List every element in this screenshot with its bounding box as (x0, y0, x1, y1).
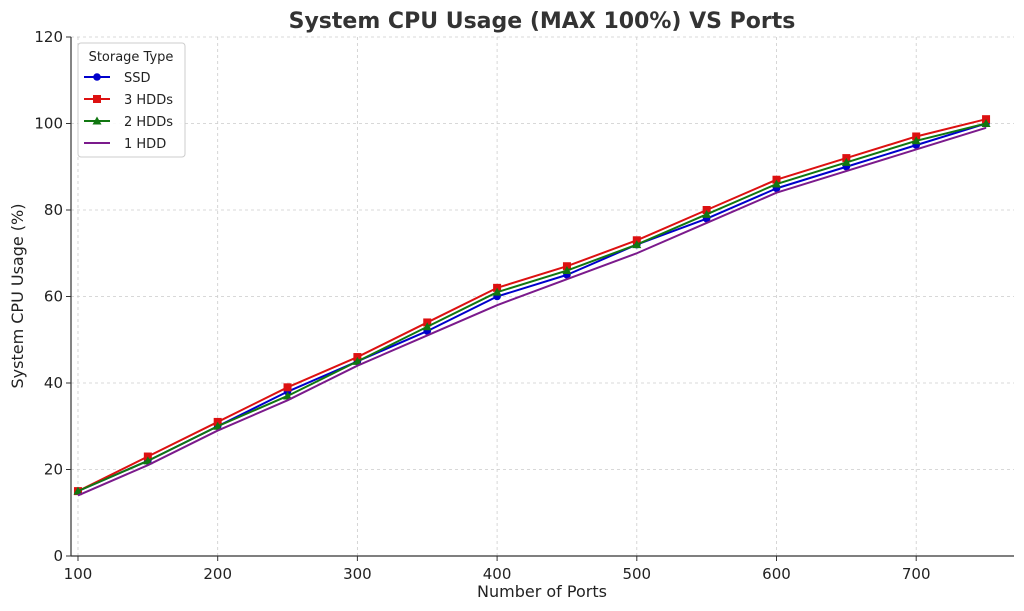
chart-title: System CPU Usage (MAX 100%) VS Ports (289, 9, 796, 34)
axes (70, 37, 1014, 557)
series (73, 115, 991, 497)
data-point (213, 421, 223, 430)
x-ticks: 100 200 300 400 500 600 700 (64, 556, 931, 583)
data-point (911, 136, 921, 145)
series-2-hdds (73, 119, 991, 495)
data-point (841, 157, 851, 166)
x-tick-label: 300 (343, 565, 372, 583)
legend-box (77, 42, 186, 158)
y-tick-label: 80 (44, 201, 63, 219)
legend-entry-3-hdds: 3 HDDs (84, 93, 173, 108)
y-tick-label: 20 (44, 461, 63, 479)
y-tick-label: 40 (44, 374, 63, 392)
data-point (143, 456, 153, 465)
data-point (283, 383, 292, 392)
data-point (632, 240, 642, 249)
x-tick-label: 500 (622, 565, 651, 583)
data-point (702, 209, 712, 218)
data-point (422, 322, 432, 331)
y-tick-label: 0 (53, 547, 63, 565)
x-tick-label: 700 (902, 565, 931, 583)
series-3-hdds (73, 115, 991, 496)
grid-lines (71, 36, 1014, 557)
legend-label: 1 HDD (124, 137, 166, 152)
y-tick-label: 100 (34, 115, 63, 133)
x-tick-label: 600 (762, 565, 791, 583)
data-point (352, 356, 362, 365)
data-point (73, 486, 83, 495)
data-point (283, 391, 293, 400)
data-point (92, 116, 102, 125)
data-point (93, 73, 101, 81)
legend-entries: SSD 3 HDDs 2 HDDs 1 HDD (84, 71, 173, 152)
data-point (772, 179, 782, 188)
series-line-3-hdds (77, 118, 987, 493)
y-tick-label: 120 (34, 28, 63, 46)
y-axis-label: System CPU Usage (%) (8, 204, 27, 389)
data-point (492, 287, 502, 296)
legend: Storage Type SSD 3 HDDs 2 HDDs 1 HDD (77, 42, 186, 158)
x-tick-label: 100 (64, 565, 93, 583)
series-line-2-hdds (77, 122, 987, 493)
x-axis-label: Number of Ports (477, 582, 607, 601)
legend-title: Storage Type (89, 50, 174, 65)
legend-label: 3 HDDs (124, 93, 173, 108)
legend-entry-ssd: SSD (84, 71, 151, 86)
data-point (981, 119, 991, 127)
series-ssd (74, 119, 990, 495)
legend-label: SSD (124, 71, 151, 86)
x-tick-label: 200 (203, 565, 232, 583)
legend-entry-2-hdds: 2 HDDs (84, 115, 173, 130)
legend-entry-1-hdd: 1 HDD (84, 137, 166, 152)
x-tick-label: 400 (483, 565, 512, 583)
data-point (93, 95, 101, 103)
series-line-1-hdd (77, 126, 987, 497)
legend-label: 2 HDDs (124, 115, 173, 130)
y-tick-label: 60 (44, 288, 63, 306)
series-1-hdd (77, 126, 987, 497)
y-ticks: 0 20 40 60 80 100 120 (34, 28, 71, 565)
series-line-ssd (77, 122, 987, 493)
data-point (562, 266, 572, 275)
